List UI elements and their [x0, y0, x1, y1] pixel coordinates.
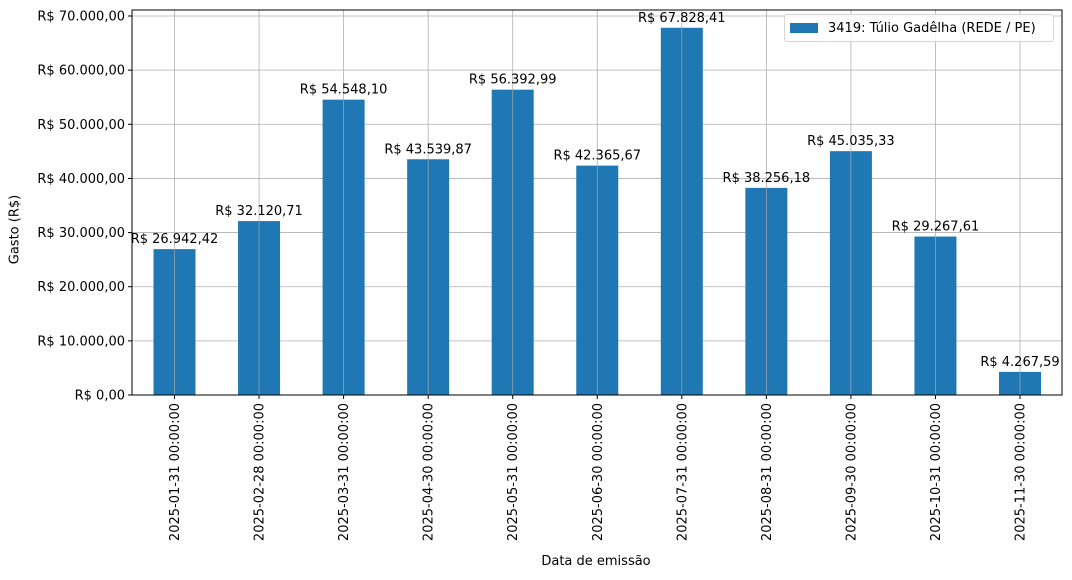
y-tick-label: R$ 0,00 [75, 389, 125, 404]
x-tick-label: 2025-07-31 00:00:00 [675, 403, 690, 541]
x-tick-label: 2025-01-31 00:00:00 [168, 403, 183, 541]
x-tick-label: 2025-09-30 00:00:00 [844, 403, 859, 541]
bar-value-label: R$ 56.392,99 [469, 73, 557, 88]
bar-value-label: R$ 42.365,67 [553, 149, 641, 164]
y-tick-label: R$ 40.000,00 [37, 172, 125, 187]
bar-value-label: R$ 54.548,10 [300, 83, 388, 98]
legend-label: 3419: Túlio Gadêlha (REDE / PE) [828, 20, 1036, 36]
y-tick-label: R$ 20.000,00 [37, 280, 125, 295]
y-tick-label: R$ 50.000,00 [37, 118, 125, 133]
y-tick-label: R$ 60.000,00 [37, 64, 125, 79]
bar-value-label: R$ 26.942,42 [131, 232, 219, 247]
y-tick-label: R$ 30.000,00 [37, 226, 125, 241]
bar-value-label: R$ 32.120,71 [215, 204, 303, 219]
x-tick-label: 2025-02-28 00:00:00 [253, 403, 268, 541]
bar-value-label: R$ 45.035,33 [807, 134, 895, 149]
x-tick-label: 2025-11-30 00:00:00 [1014, 403, 1029, 541]
bar-value-label: R$ 43.539,87 [384, 142, 472, 157]
x-tick-label: 2025-05-31 00:00:00 [506, 403, 521, 541]
x-tick-label: 2025-08-31 00:00:00 [760, 403, 775, 541]
y-tick-label: R$ 70.000,00 [37, 10, 125, 25]
x-axis-label: Data de emissão [541, 554, 651, 569]
x-tick-label: 2025-10-31 00:00:00 [929, 403, 944, 541]
x-tick-label: 2025-03-31 00:00:00 [337, 403, 352, 541]
x-tick-label: 2025-06-30 00:00:00 [591, 403, 606, 541]
legend-swatch [790, 23, 818, 33]
bar-value-labels: R$ 26.942,42 R$ 32.120,71 R$ 54.548,10 R$ 4… [131, 11, 1060, 395]
y-axis-label: Gasto (R$) [7, 194, 23, 265]
bar-value-label: R$ 67.828,41 [638, 11, 726, 26]
bar-value-label: R$ 29.267,61 [892, 220, 980, 235]
x-axis-ticks: 2025-01-31 00:00:00 2025-02-28 00:00:00 20… [168, 395, 1029, 541]
y-tick-label: R$ 10.000,00 [37, 334, 125, 349]
x-tick-label: 2025-04-30 00:00:00 [422, 403, 437, 541]
legend: 3419: Túlio Gadêlha (REDE / PE) [784, 14, 1054, 42]
y-axis-ticks: R$ 0,00 R$ 10.000,00 R$ 20.000,00 R$ 30.000… [37, 10, 132, 404]
bar-value-label: R$ 4.267,59 [980, 355, 1059, 370]
bar-value-label: R$ 38.256,18 [723, 171, 811, 186]
